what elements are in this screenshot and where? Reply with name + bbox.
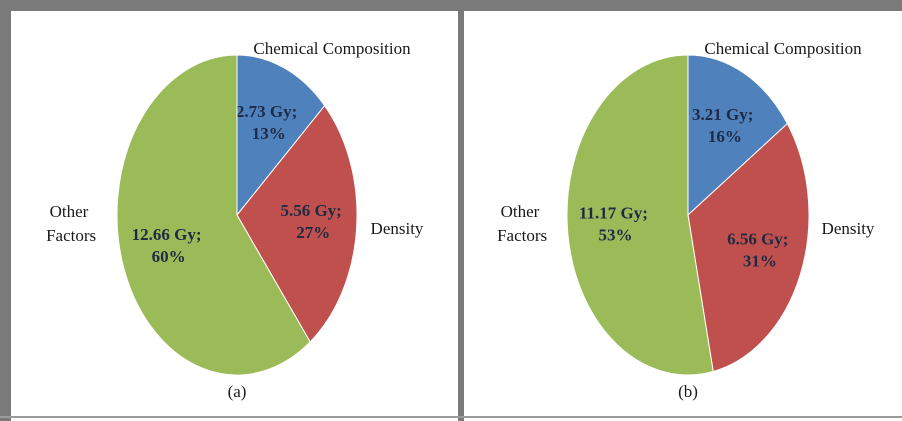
category-label: Chemical Composition bbox=[704, 39, 862, 58]
pie-slice bbox=[687, 122, 810, 373]
frame-left bbox=[0, 0, 11, 421]
category-label: Other Factors bbox=[42, 202, 96, 245]
value-label: 6.56 Gy; 31% bbox=[727, 229, 788, 270]
pie-slice bbox=[116, 54, 311, 376]
value-label: 3.21 Gy; 16% bbox=[692, 105, 753, 146]
frame-bottom bbox=[0, 416, 902, 418]
frame-divider bbox=[458, 0, 464, 421]
value-label: 11.17 Gy; 53% bbox=[579, 203, 648, 244]
value-label: 5.56 Gy; 27% bbox=[280, 201, 341, 242]
category-label: Density bbox=[822, 219, 875, 238]
category-label: Chemical Composition bbox=[253, 39, 411, 58]
pie-slice bbox=[566, 54, 714, 376]
pie-slice bbox=[236, 54, 326, 217]
caption: (b) bbox=[678, 382, 698, 401]
caption: (a) bbox=[228, 382, 247, 401]
pie-slice bbox=[687, 54, 788, 217]
value-label: 12.66 Gy; 60% bbox=[132, 225, 202, 266]
pie-slice bbox=[236, 104, 358, 343]
category-label: Other Factors bbox=[493, 202, 547, 245]
frame-top bbox=[0, 0, 902, 11]
value-label: 2.73 Gy; 13% bbox=[236, 102, 297, 143]
category-label: Density bbox=[371, 219, 424, 238]
